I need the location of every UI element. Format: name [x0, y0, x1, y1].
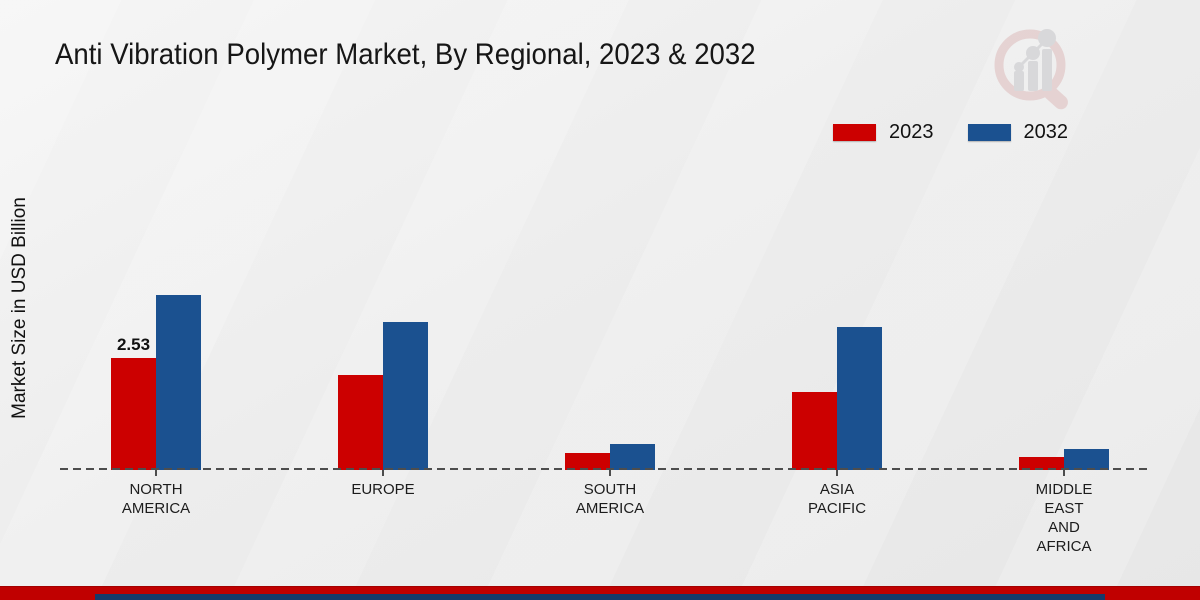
legend-label-2032: 2032 [1023, 121, 1069, 143]
bar-2032-south-america [610, 444, 655, 470]
bar-2032-asia-pacific [837, 327, 882, 470]
x-axis-tick-north-america [155, 470, 157, 476]
x-axis-label-north-america: NORTH AMERICA [121, 481, 191, 517]
footer-blue-strip [95, 594, 1105, 600]
legend-item-2023: 2023 [833, 121, 934, 144]
x-axis-baseline [60, 468, 1147, 470]
legend-swatch-2023 [833, 124, 876, 141]
x-axis-tick-south-america [609, 470, 611, 476]
market-research-future-logo-icon [994, 29, 1068, 110]
legend: 2023 2032 [833, 121, 1068, 144]
legend-swatch-2032 [967, 124, 1011, 141]
bar-2032-europe [383, 322, 428, 470]
x-axis-label-europe: EUROPE [351, 481, 415, 498]
bar-value-label-north-america: 2.53 [116, 335, 151, 354]
bar-2023-asia-pacific [792, 392, 837, 470]
bar-2032-middle-east-and-africa [1064, 449, 1109, 470]
legend-label-2023: 2023 [889, 121, 934, 143]
x-axis-tick-europe [382, 470, 384, 476]
chart-title: Anti Vibration Polymer Market, By Region… [55, 38, 756, 71]
bar-2023-south-america [565, 453, 610, 470]
bar-2023-europe [338, 375, 383, 470]
x-axis-label-middle-east-and-africa: MIDDLE EAST AND AFRICA [1035, 481, 1093, 555]
x-axis-tick-asia-pacific [836, 470, 838, 476]
bar-2023-north-america [111, 358, 156, 470]
y-axis-label: Market Size in USD Billion [9, 197, 30, 419]
legend-item-2032: 2032 [967, 121, 1069, 144]
x-axis-label-south-america: SOUTH AMERICA [575, 481, 645, 517]
bar-2023-middle-east-and-africa [1019, 457, 1064, 470]
x-axis-label-asia-pacific: ASIA PACIFIC [807, 481, 867, 517]
bar-2032-north-america [156, 295, 201, 470]
x-axis-tick-middle-east-and-africa [1063, 470, 1065, 476]
